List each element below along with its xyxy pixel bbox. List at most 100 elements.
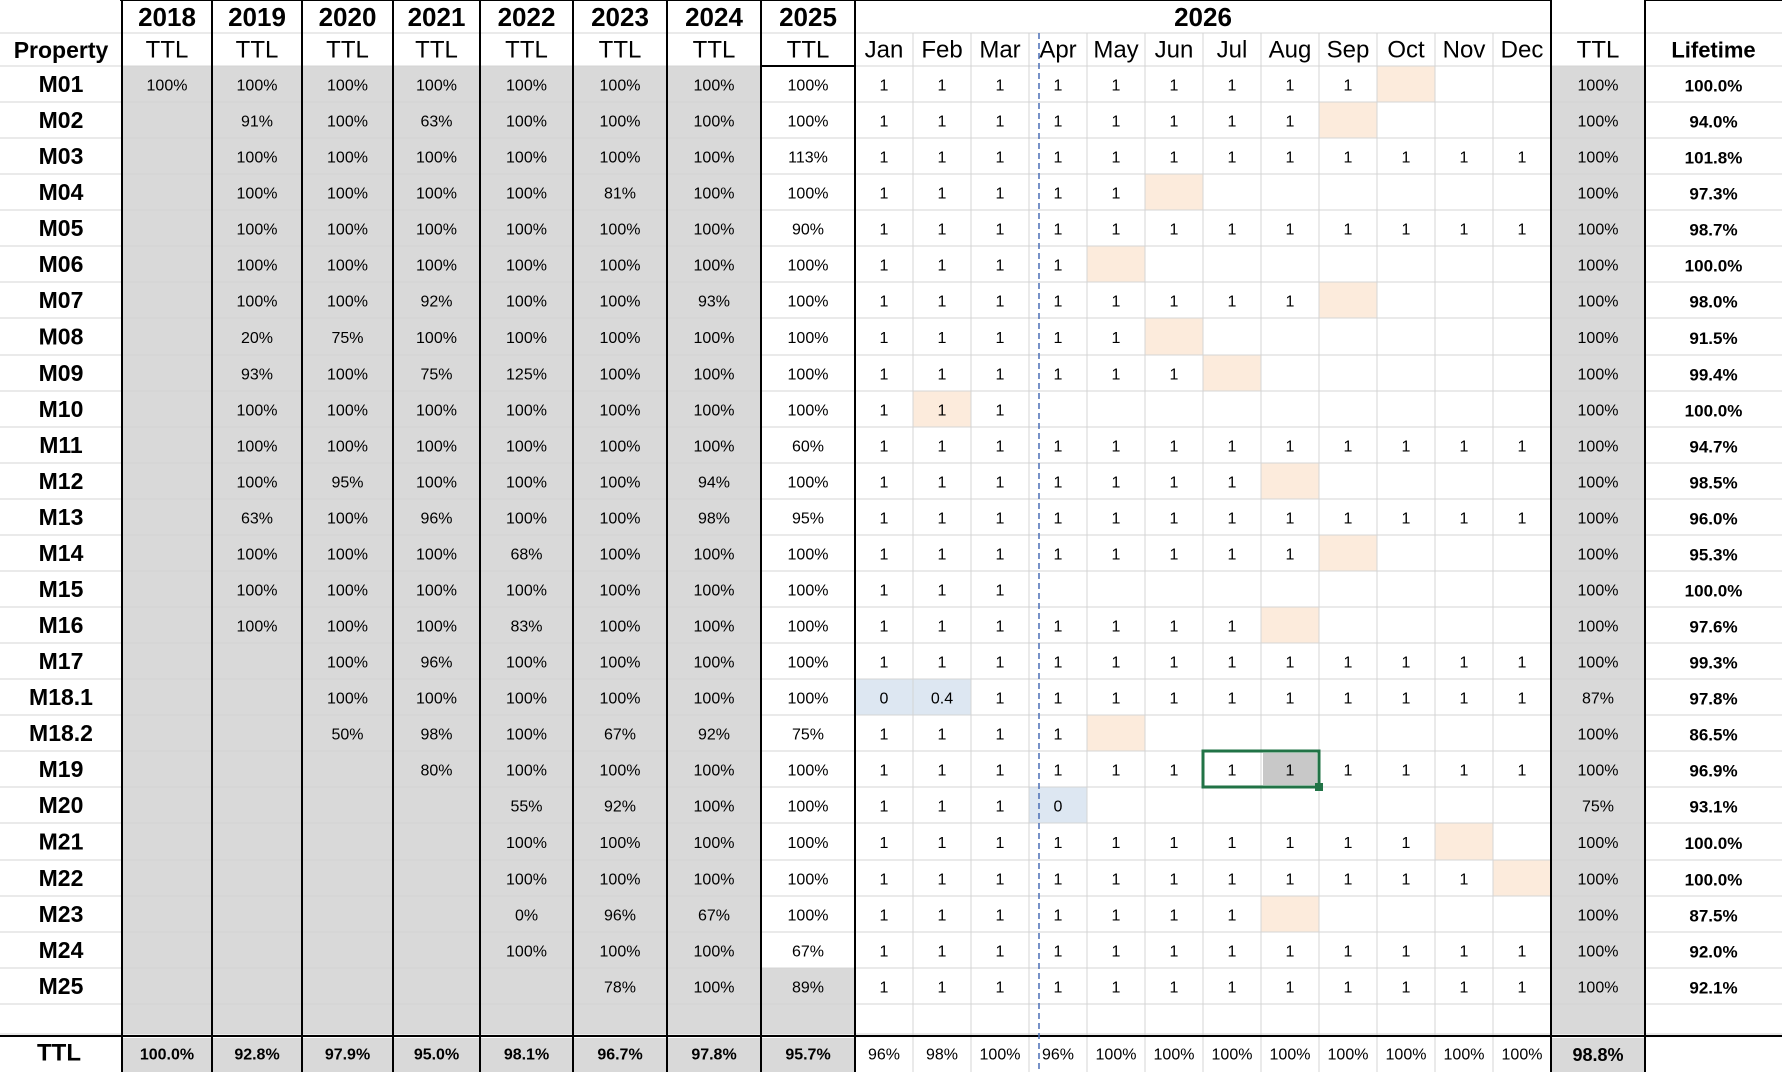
month-value: 1 xyxy=(1460,763,1469,780)
property-name: M07 xyxy=(39,287,84,313)
month-value: 1 xyxy=(996,547,1005,564)
year-value: 100% xyxy=(694,872,735,889)
month-value: 1 xyxy=(1286,511,1295,528)
table-row[interactable] xyxy=(0,860,1782,896)
year-value: 100% xyxy=(327,222,368,239)
month-value: 1 xyxy=(1112,186,1121,203)
month-value: 1 xyxy=(880,403,889,420)
year-value: 100% xyxy=(506,511,547,528)
table-row[interactable] xyxy=(0,932,1782,968)
year-value: 100% xyxy=(416,330,457,347)
month-value: 1 xyxy=(1402,511,1411,528)
month-value: 1 xyxy=(1112,114,1121,131)
fill-handle[interactable] xyxy=(1315,783,1323,791)
property-name: M10 xyxy=(39,396,84,422)
month-header: Jun xyxy=(1155,37,1194,64)
year-value: 100% xyxy=(600,150,641,167)
total-cell-fill xyxy=(393,1038,480,1072)
year-value: 100% xyxy=(788,763,829,780)
year-value: 100% xyxy=(788,583,829,600)
year-value: 100% xyxy=(327,619,368,636)
year-value: 100% xyxy=(788,186,829,203)
year-value: 100% xyxy=(788,655,829,672)
year-value: 100% xyxy=(694,114,735,131)
month-value: 1 xyxy=(1228,222,1237,239)
selection-outline[interactable] xyxy=(1201,749,1321,789)
month-value: 1 xyxy=(1228,908,1237,925)
table-row[interactable] xyxy=(0,968,1782,1004)
year-value: 100% xyxy=(506,258,547,275)
year-value: 100% xyxy=(788,619,829,636)
table-row[interactable] xyxy=(0,787,1782,823)
month-value: 1 xyxy=(938,114,947,131)
month-value: 1 xyxy=(1286,944,1295,961)
year-value: 100% xyxy=(237,583,278,600)
month-value: 1 xyxy=(1228,980,1237,997)
total-year-value: 97.9% xyxy=(325,1047,370,1064)
month-value: 1 xyxy=(996,872,1005,889)
month-value: 1 xyxy=(1460,872,1469,889)
month-value: 1 xyxy=(996,835,1005,852)
property-name: M08 xyxy=(39,324,84,350)
year-value: 100% xyxy=(506,727,547,744)
lifetime-value: 91.5% xyxy=(1689,329,1737,348)
month-value: 1 xyxy=(880,511,889,528)
month-value: 1 xyxy=(938,330,947,347)
year-value: 92% xyxy=(604,799,636,816)
year-value: 100% xyxy=(416,475,457,492)
table-row[interactable] xyxy=(0,896,1782,932)
month-value: 1 xyxy=(1112,763,1121,780)
month-value: 0 xyxy=(1054,799,1063,816)
month-value: 1 xyxy=(1112,655,1121,672)
year-value: 100% xyxy=(416,403,457,420)
property-name: M05 xyxy=(39,215,84,241)
month-value: 1 xyxy=(1170,944,1179,961)
gray-column-fill xyxy=(761,968,855,1034)
month-value: 1 xyxy=(1344,763,1353,780)
year-header: 2021 xyxy=(408,2,466,32)
lifetime-value: 100.0% xyxy=(1685,834,1743,853)
month-value: 1 xyxy=(880,150,889,167)
month-value: 1 xyxy=(1228,150,1237,167)
month-value: 1 xyxy=(1054,835,1063,852)
year-value: 100% xyxy=(327,547,368,564)
ttl-value: 100% xyxy=(1578,619,1619,636)
year-value: 100% xyxy=(327,439,368,456)
table-row[interactable] xyxy=(0,643,1782,679)
year-value: 55% xyxy=(510,799,542,816)
table-row[interactable] xyxy=(0,679,1782,715)
month-value: 1 xyxy=(880,294,889,311)
year-value: 96% xyxy=(420,511,452,528)
month-value: 1 xyxy=(1228,114,1237,131)
year-value: 100% xyxy=(600,330,641,347)
month-header: Jul xyxy=(1217,37,1248,64)
year-value: 63% xyxy=(241,511,273,528)
month-value: 1 xyxy=(1112,944,1121,961)
year-value: 100% xyxy=(327,655,368,672)
month-value: 1 xyxy=(880,908,889,925)
month-value: 1 xyxy=(1286,655,1295,672)
highlight-cell-blue xyxy=(913,679,971,715)
month-value: 1 xyxy=(880,114,889,131)
ttl-header: TTL xyxy=(146,37,189,64)
total-month-value: 98% xyxy=(926,1047,958,1064)
table-row[interactable] xyxy=(0,823,1782,860)
year-value: 100% xyxy=(416,439,457,456)
year-value: 100% xyxy=(694,367,735,384)
gray-column-fill xyxy=(480,66,573,1034)
month-value: 1 xyxy=(938,980,947,997)
table-row[interactable] xyxy=(0,715,1782,751)
highlight-cell-peach xyxy=(1261,896,1319,932)
month-value: 1 xyxy=(996,475,1005,492)
year-value: 125% xyxy=(506,367,547,384)
year-value: 100% xyxy=(327,78,368,95)
lifetime-value: 99.3% xyxy=(1689,654,1737,673)
table-row[interactable] xyxy=(0,751,1782,787)
month-value: 1 xyxy=(996,78,1005,95)
month-value: 1 xyxy=(880,835,889,852)
highlight-cell-peach xyxy=(1319,102,1377,138)
property-name: M02 xyxy=(39,107,84,133)
month-value: 1 xyxy=(1344,944,1353,961)
property-name: M03 xyxy=(39,143,84,169)
